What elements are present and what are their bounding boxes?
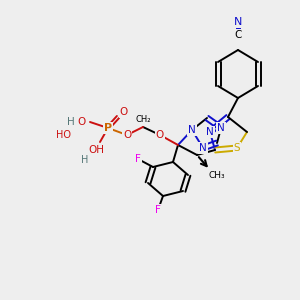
Text: H: H [81, 155, 89, 165]
Text: O: O [120, 107, 128, 117]
Text: F: F [135, 154, 141, 164]
Text: OH: OH [88, 145, 104, 155]
Text: HO: HO [56, 130, 71, 140]
Text: H: H [67, 117, 75, 127]
Text: CH₃: CH₃ [209, 172, 225, 181]
Text: N: N [199, 143, 207, 153]
Text: C: C [234, 30, 242, 40]
Text: CH₂: CH₂ [135, 116, 151, 124]
Text: P: P [104, 123, 112, 133]
Text: N: N [234, 17, 242, 27]
Text: N: N [217, 123, 225, 133]
Text: F: F [155, 205, 161, 215]
Text: O: O [78, 117, 86, 127]
Text: S: S [234, 143, 240, 153]
Text: O: O [156, 130, 164, 140]
Text: O: O [123, 130, 131, 140]
Text: N: N [206, 127, 214, 137]
Text: N: N [188, 125, 196, 135]
